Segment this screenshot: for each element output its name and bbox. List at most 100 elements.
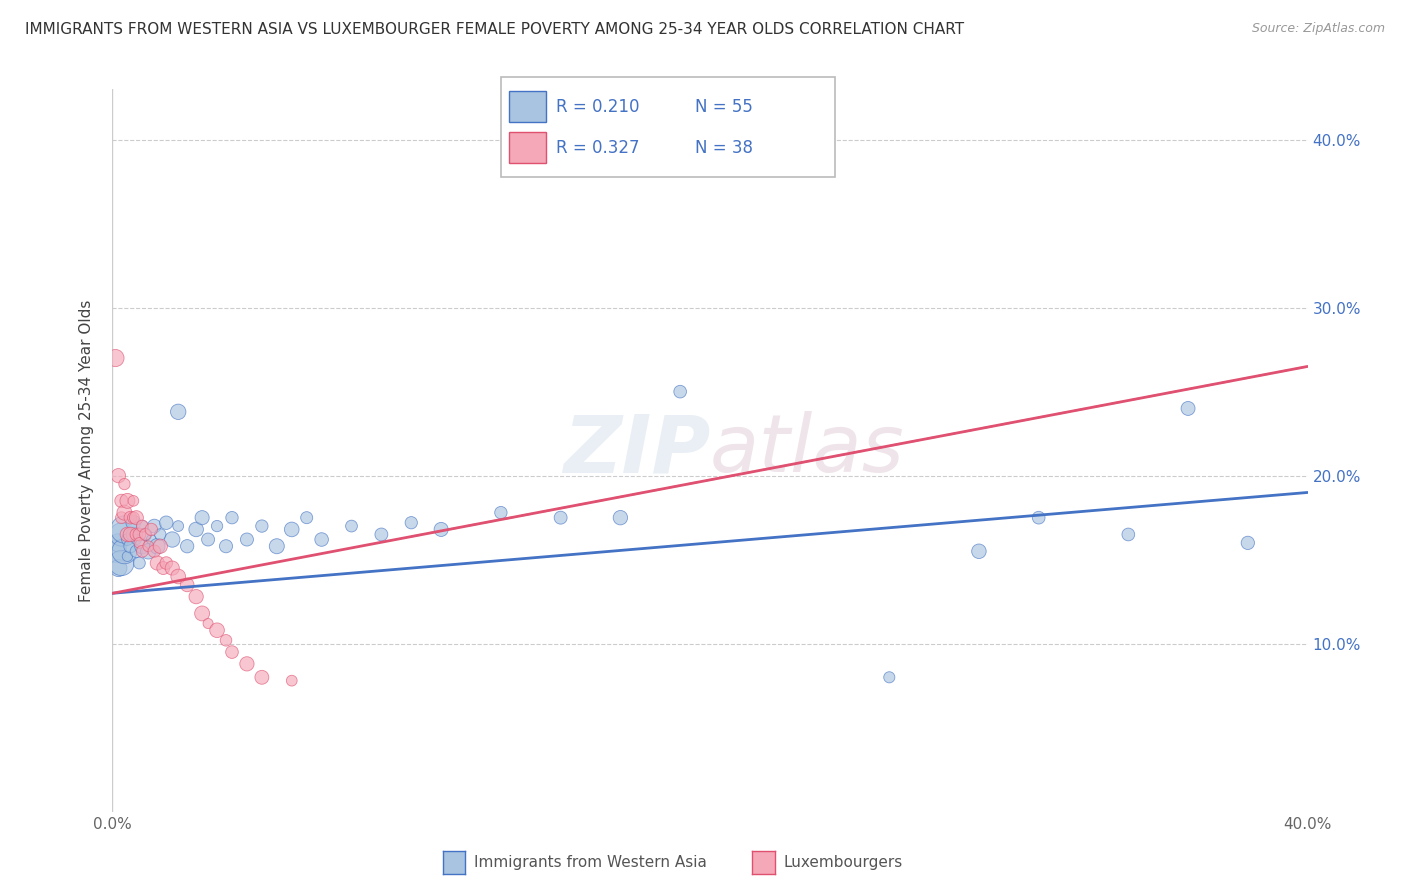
Point [236, 657, 259, 671]
Point [107, 561, 129, 575]
Point [143, 544, 166, 558]
Point [167, 519, 190, 533]
Point [114, 477, 135, 491]
Point [205, 519, 228, 533]
Y-axis label: Female Poverty Among 25-34 Year Olds: Female Poverty Among 25-34 Year Olds [79, 300, 94, 601]
Point [340, 519, 363, 533]
Point [281, 673, 304, 688]
Point [110, 510, 132, 524]
Point [134, 527, 156, 541]
Point [117, 549, 139, 564]
Point [128, 527, 150, 541]
Point [131, 539, 153, 553]
Point [430, 523, 453, 537]
Point [879, 670, 901, 684]
Text: R = 0.327: R = 0.327 [557, 138, 640, 157]
Point [110, 494, 132, 508]
Point [125, 527, 148, 541]
Point [131, 519, 153, 533]
Point [236, 533, 259, 547]
Point [122, 516, 145, 530]
Point [197, 616, 219, 631]
Point [250, 519, 273, 533]
Point [125, 510, 148, 524]
FancyBboxPatch shape [509, 132, 547, 163]
Point [176, 539, 198, 553]
Point [295, 510, 318, 524]
Point [138, 544, 160, 558]
Point [186, 523, 208, 537]
Point [104, 544, 127, 558]
Point [149, 539, 172, 553]
Point [117, 533, 139, 547]
Point [146, 539, 169, 553]
Point [107, 468, 129, 483]
Point [122, 510, 145, 524]
Point [117, 494, 139, 508]
Point [221, 645, 243, 659]
Point [1118, 527, 1140, 541]
Point [149, 527, 172, 541]
Point [125, 533, 148, 547]
Point [191, 510, 214, 524]
Point [114, 544, 135, 558]
Text: N = 38: N = 38 [695, 138, 752, 157]
Point [152, 561, 174, 575]
Point [128, 536, 150, 550]
Point [215, 633, 238, 648]
Point [176, 578, 198, 592]
FancyBboxPatch shape [501, 77, 835, 178]
Point [167, 569, 190, 583]
Point [197, 533, 219, 547]
Point [167, 405, 190, 419]
Point [191, 607, 214, 621]
Point [107, 536, 129, 550]
FancyBboxPatch shape [509, 91, 547, 122]
Point [125, 544, 148, 558]
Point [205, 624, 228, 638]
Point [120, 527, 142, 541]
Text: Immigrants from Western Asia: Immigrants from Western Asia [474, 855, 707, 870]
Point [114, 506, 135, 520]
Point [155, 516, 177, 530]
Point [669, 384, 692, 399]
Text: Luxembourgers: Luxembourgers [783, 855, 903, 870]
Point [1237, 536, 1260, 550]
Point [110, 527, 132, 541]
Point [120, 510, 142, 524]
Point [311, 533, 333, 547]
Point [110, 556, 132, 570]
Point [104, 351, 127, 365]
Point [122, 527, 145, 541]
Point [370, 527, 392, 541]
Point [141, 533, 163, 547]
Point [186, 590, 208, 604]
Point [281, 523, 304, 537]
Text: atlas: atlas [710, 411, 905, 490]
Point [141, 523, 163, 537]
Text: Source: ZipAtlas.com: Source: ZipAtlas.com [1251, 22, 1385, 36]
Point [609, 510, 631, 524]
Point [138, 539, 160, 553]
Point [215, 539, 238, 553]
Point [162, 561, 183, 575]
Point [489, 506, 512, 520]
Point [162, 533, 183, 547]
Point [143, 519, 166, 533]
Point [122, 494, 145, 508]
Point [401, 516, 423, 530]
Point [146, 556, 169, 570]
Point [1028, 510, 1050, 524]
Point [128, 556, 150, 570]
Text: N = 55: N = 55 [695, 97, 752, 116]
Point [1177, 401, 1199, 416]
Point [221, 510, 243, 524]
Point [120, 539, 142, 553]
Point [967, 544, 990, 558]
Point [250, 670, 273, 684]
Point [134, 527, 156, 541]
Point [266, 539, 288, 553]
Point [550, 510, 572, 524]
Point [117, 527, 139, 541]
Text: R = 0.210: R = 0.210 [557, 97, 640, 116]
